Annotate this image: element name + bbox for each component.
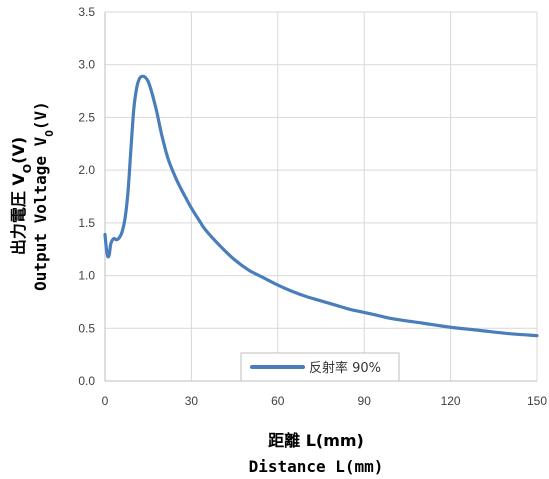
y-tick-labels: 0.0 0.5 1.0 1.5 2.0 2.5 3.0 3.5 — [78, 5, 95, 388]
x-axis-title-en: Distance L(mm) — [249, 457, 384, 476]
x-tick-label: 0 — [102, 394, 109, 408]
y-tick-label: 2.0 — [78, 163, 95, 177]
y-axis-title-en: Output Voltage VO(V) — [31, 101, 56, 291]
y-tick-label: 1.0 — [78, 269, 95, 283]
y-tick-label: 2.5 — [78, 110, 95, 124]
y-axis-title-english: Output Voltage VO(V) — [31, 101, 56, 291]
y-axis-title: 出力電圧 VO(V) — [9, 137, 34, 255]
y-tick-label: 3.5 — [78, 5, 95, 19]
series-line — [103, 74, 539, 338]
y-tick-label: 0.5 — [78, 321, 95, 335]
series-group — [103, 74, 539, 338]
x-axis-title: 距離 L(mm) Distance L(mm) — [249, 431, 384, 476]
x-tick-labels: 0 30 60 90 120 150 — [102, 394, 548, 408]
x-tick-label: 30 — [185, 394, 199, 408]
y-tick-label: 1.5 — [78, 216, 95, 230]
y-axis-title-jp: 出力電圧 VO(V) — [9, 137, 34, 255]
y-tick-label: 3.0 — [78, 58, 95, 72]
axes — [104, 12, 537, 382]
x-tick-label: 150 — [527, 394, 547, 408]
y-tick-label: 0.0 — [78, 374, 95, 388]
x-axis-title-jp: 距離 L(mm) — [268, 431, 364, 450]
x-tick-label: 60 — [271, 394, 285, 408]
x-tick-label: 90 — [358, 394, 372, 408]
legend-label: 反射率 90% — [309, 360, 381, 376]
legend: 反射率 90% — [240, 352, 400, 382]
grid-lines — [105, 11, 538, 381]
x-tick-label: 120 — [441, 394, 461, 408]
